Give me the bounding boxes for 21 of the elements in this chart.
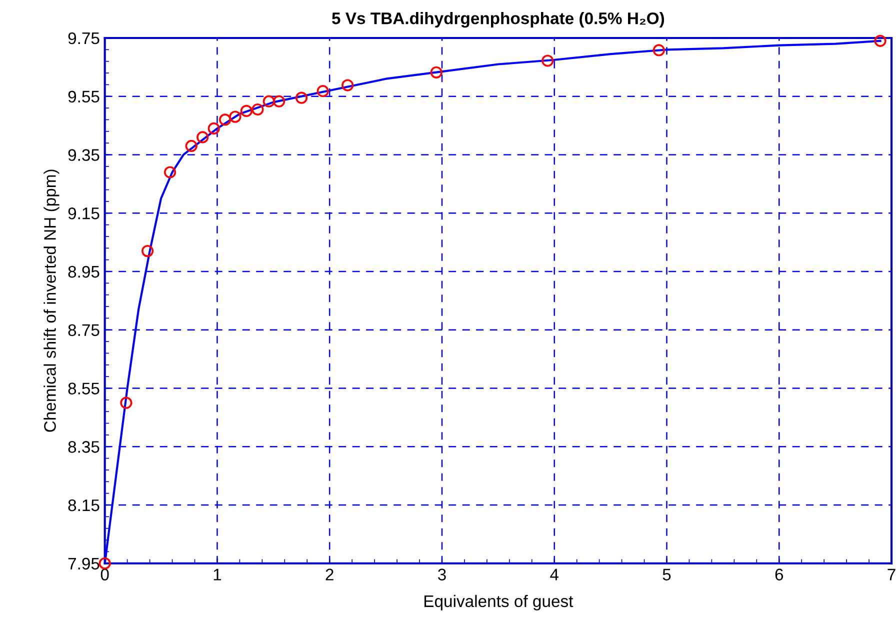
chart-title: 5 Vs TBA.dihydrgenphosphate (0.5% H₂O): [332, 12, 664, 28]
y-tick-label: 9.35: [68, 149, 100, 161]
y-tick-label: 8.35: [68, 441, 100, 453]
x-tick-label: 4: [550, 568, 559, 580]
x-tick-label: 0: [100, 568, 109, 580]
y-tick-label: 9.75: [68, 32, 100, 44]
y-axis-title: Chemical shift of inverted NH (ppm): [44, 170, 60, 432]
x-tick-label: 2: [326, 568, 334, 580]
y-tick-label: 8.15: [68, 499, 100, 512]
y-tick-label: 9.55: [68, 90, 100, 103]
y-tick-label: 7.95: [68, 558, 100, 570]
y-tick-label: 8.75: [68, 324, 100, 336]
y-tick-label: 8.95: [68, 266, 100, 278]
x-tick-label: 6: [775, 568, 784, 580]
x-tick-label: 5: [662, 568, 671, 580]
x-tick-label: 1: [214, 568, 222, 580]
y-tick-label: 8.55: [68, 382, 100, 394]
x-axis-title: Equivalents of guest: [424, 594, 574, 610]
x-tick-label: 7: [888, 568, 896, 580]
y-tick-label: 9.15: [68, 208, 100, 220]
x-tick-label: 3: [438, 568, 446, 580]
